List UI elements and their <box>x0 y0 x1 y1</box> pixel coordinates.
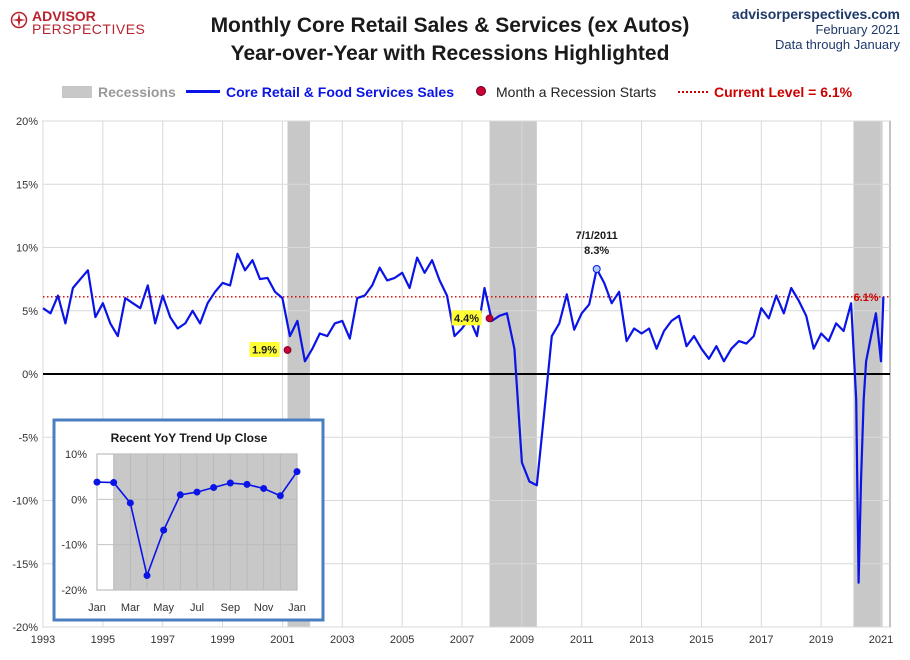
inset-chart: Recent YoY Trend Up Close10%0%-10%-20%Ja… <box>52 418 325 622</box>
x-tick-label: 1993 <box>31 634 55 646</box>
x-tick-label: 2015 <box>689 634 713 646</box>
inset-data-point <box>93 478 101 486</box>
inset-data-point <box>293 468 301 476</box>
x-tick-label: 2003 <box>330 634 354 646</box>
chart-title: Monthly Core Retail Sales & Services (ex… <box>210 14 690 37</box>
x-tick-label: 2019 <box>809 634 833 646</box>
legend-series-swatch <box>186 90 220 93</box>
inset-y-tick-label: -10% <box>61 540 87 552</box>
inset-y-tick-label: -20% <box>61 585 87 597</box>
legend-current-level: Current Level = 6.1% <box>678 84 852 100</box>
legend-current-level-label: Current Level = 6.1% <box>714 84 853 100</box>
inset-x-tick-label: Jul <box>190 602 204 614</box>
y-tick-label: 0% <box>22 369 38 381</box>
current-level-value-label: 6.1% <box>854 292 879 304</box>
source-note: Data through January <box>774 37 900 52</box>
inset-x-tick-label: Sep <box>221 602 241 614</box>
x-tick-label: 1999 <box>210 634 234 646</box>
recession-start-label-bg <box>249 341 280 357</box>
legend-series-label: Core Retail & Food Services Sales <box>226 84 454 100</box>
legend-recession-start-dot <box>476 86 486 96</box>
inset-data-point <box>176 491 184 499</box>
inset-data-point <box>110 479 118 487</box>
recession-start-marker <box>283 346 292 354</box>
peak-date-label: 7/1/2011 <box>576 230 618 242</box>
x-tick-label: 2007 <box>450 634 474 646</box>
x-tick-label: 2001 <box>270 634 294 646</box>
inset-x-tick-label: May <box>153 602 174 614</box>
inset-data-point <box>276 492 284 500</box>
x-tick-label: 1995 <box>91 634 115 646</box>
inset-data-point <box>160 526 168 534</box>
recession-start-label-bg <box>451 310 482 326</box>
legend-recessions: Recessions <box>62 84 176 100</box>
x-tick-label: 2009 <box>510 634 534 646</box>
y-tick-label: -15% <box>12 559 38 571</box>
x-tick-label: 2005 <box>390 634 414 646</box>
legend-recessions-label: Recessions <box>98 84 176 100</box>
inset-data-point <box>126 499 134 507</box>
inset-x-tick-label: Jan <box>88 602 106 614</box>
logo-text-top: ADVISOR <box>32 8 96 24</box>
inset-data-point <box>260 484 268 492</box>
recession-start-marker <box>485 314 494 323</box>
x-tick-label: 2017 <box>749 634 773 646</box>
y-tick-label: 10% <box>16 243 38 255</box>
inset-recession-band <box>113 454 298 590</box>
inset-data-point <box>226 479 234 487</box>
peak-marker <box>592 265 601 274</box>
source-date: February 2021 <box>815 22 900 37</box>
inset-data-point <box>143 571 151 579</box>
y-tick-label: 5% <box>22 306 38 318</box>
advisor-perspectives-logo: ADVISOR PERSPECTIVES <box>10 8 150 38</box>
legend-recession-start: Month a Recession Starts <box>476 84 656 100</box>
recession-start-label: 1.9% <box>252 344 277 356</box>
inset-y-tick-label: 0% <box>71 494 87 506</box>
inset-title: Recent YoY Trend Up Close <box>111 431 268 445</box>
x-tick-label: 2013 <box>629 634 653 646</box>
inset-data-point <box>193 488 201 496</box>
x-tick-label: 2011 <box>570 634 594 646</box>
inset-x-tick-label: Mar <box>121 602 140 614</box>
inset-y-tick-label: 10% <box>65 449 87 461</box>
y-tick-label: 20% <box>16 116 38 128</box>
inset-x-tick-label: Jan <box>288 602 306 614</box>
legend-series: Core Retail & Food Services Sales <box>186 84 454 100</box>
legend-current-level-swatch <box>678 91 708 93</box>
x-tick-label: 1997 <box>150 634 174 646</box>
inset-data-point <box>210 484 218 492</box>
chart-subtitle: Year-over-Year with Recessions Highlight… <box>230 42 670 65</box>
inset-data-point <box>243 480 251 488</box>
y-tick-label: -10% <box>12 496 38 508</box>
legend-recession-start-label: Month a Recession Starts <box>496 84 657 100</box>
legend-recession-swatch <box>62 86 92 98</box>
recession-start-label: 4.4% <box>454 313 479 325</box>
y-tick-label: -20% <box>12 622 38 634</box>
source-site: advisorperspectives.com <box>731 6 900 22</box>
y-tick-label: -5% <box>18 432 38 444</box>
x-tick-label: 2021 <box>869 634 893 646</box>
compass-icon <box>10 11 28 29</box>
legend: Recessions Core Retail & Food Services S… <box>0 82 910 102</box>
logo-text-bottom: PERSPECTIVES <box>32 21 146 37</box>
peak-value-label: 8.3% <box>584 245 609 257</box>
inset-x-tick-label: Nov <box>254 602 274 614</box>
y-tick-label: 15% <box>16 179 38 191</box>
